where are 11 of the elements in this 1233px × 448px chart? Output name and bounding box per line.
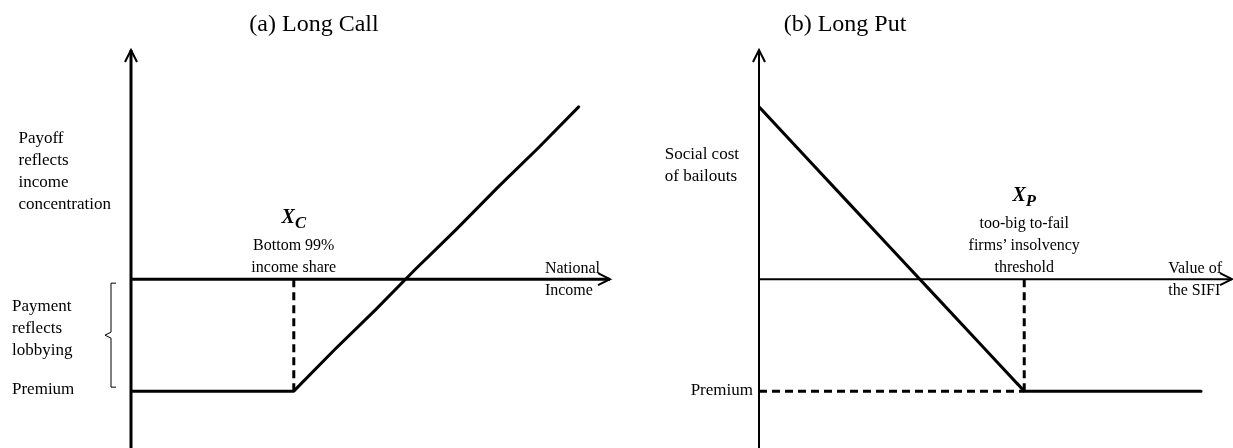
text: Payment reflects lobbying — [12, 295, 73, 362]
x-axis-title: Value of the SIFI — [1168, 258, 1222, 301]
y-axis-title: Social cost of bailouts — [664, 142, 739, 187]
text: Premium — [12, 378, 75, 401]
annotation: X$_{P}$ too-big to-fail firms’ insolvency threshold — [967, 183, 1081, 278]
chart-title: (b) Long Put — [782, 10, 908, 37]
ref-line-label: Premium — [690, 379, 753, 402]
chart-title: (a) Long Call — [248, 10, 380, 37]
y-axis-title: Payoff reflects income concentration — [18, 126, 111, 215]
annotation: X$_{C}$ Bottom 99% income share — [250, 205, 338, 278]
x-axis-title: National Income — [544, 258, 600, 301]
